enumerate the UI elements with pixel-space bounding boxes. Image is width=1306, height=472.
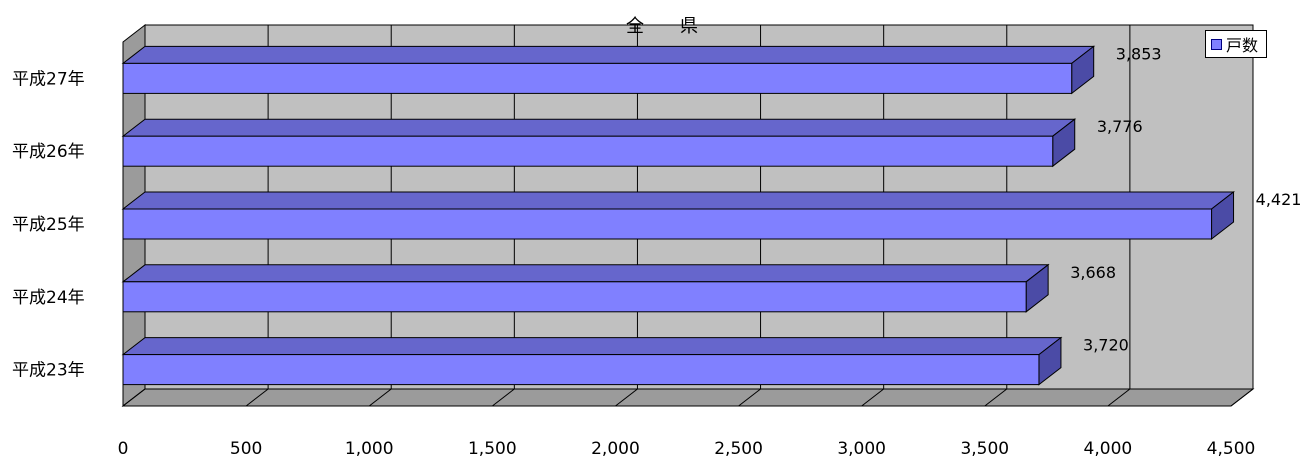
x-tick-label: 3,000: [837, 439, 886, 459]
floor-gridline: [368, 388, 392, 407]
x-tick-label: 500: [230, 439, 262, 459]
data-label: 3,776: [1097, 117, 1143, 136]
bar-top: [121, 264, 1050, 283]
legend: 戸数: [1205, 30, 1267, 58]
bar: [122, 281, 1027, 313]
data-label: 4,421: [1256, 190, 1302, 209]
floor: [121, 388, 1255, 407]
data-label: 3,668: [1070, 263, 1116, 282]
x-tick-label: 4,500: [1207, 439, 1256, 459]
bar: [122, 135, 1054, 167]
y-tick-label: 平成23年: [12, 361, 85, 381]
floor-gridline: [245, 388, 269, 407]
x-tick-label: 2,000: [591, 439, 640, 459]
floor-gridline: [492, 388, 515, 407]
bar-top: [121, 45, 1096, 64]
x-tick-label: 1,500: [468, 439, 517, 459]
bar-top: [121, 191, 1236, 210]
bar-top: [121, 337, 1063, 356]
x-tick-label: 0: [118, 439, 129, 459]
x-tick-label: 1,000: [345, 439, 394, 459]
legend-label: 戸数: [1226, 36, 1259, 55]
bar-top: [121, 118, 1077, 137]
floor-gridline: [738, 388, 761, 407]
floor-gridline: [861, 388, 884, 407]
y-tick-label: 平成27年: [12, 69, 85, 89]
floor-gridline: [1107, 388, 1131, 407]
y-tick-label: 平成24年: [12, 288, 85, 308]
x-tick-label: 3,500: [960, 439, 1009, 459]
bar: [122, 62, 1073, 94]
floor-gridline: [122, 388, 146, 407]
y-tick-label: 平成26年: [12, 142, 85, 162]
bar: [122, 208, 1213, 240]
bar: [122, 354, 1040, 386]
x-tick-label: 2,500: [714, 439, 763, 459]
data-label: 3,853: [1116, 44, 1162, 63]
floor-gridline: [1230, 388, 1254, 407]
y-tick-label: 平成25年: [12, 215, 85, 235]
legend-swatch-icon: [1211, 38, 1222, 50]
chart-title: 全 県: [626, 16, 698, 37]
floor-gridline: [984, 388, 1008, 407]
floor-gridline: [615, 388, 638, 407]
x-tick-label: 4,000: [1084, 439, 1133, 459]
data-label: 3,720: [1083, 336, 1129, 355]
